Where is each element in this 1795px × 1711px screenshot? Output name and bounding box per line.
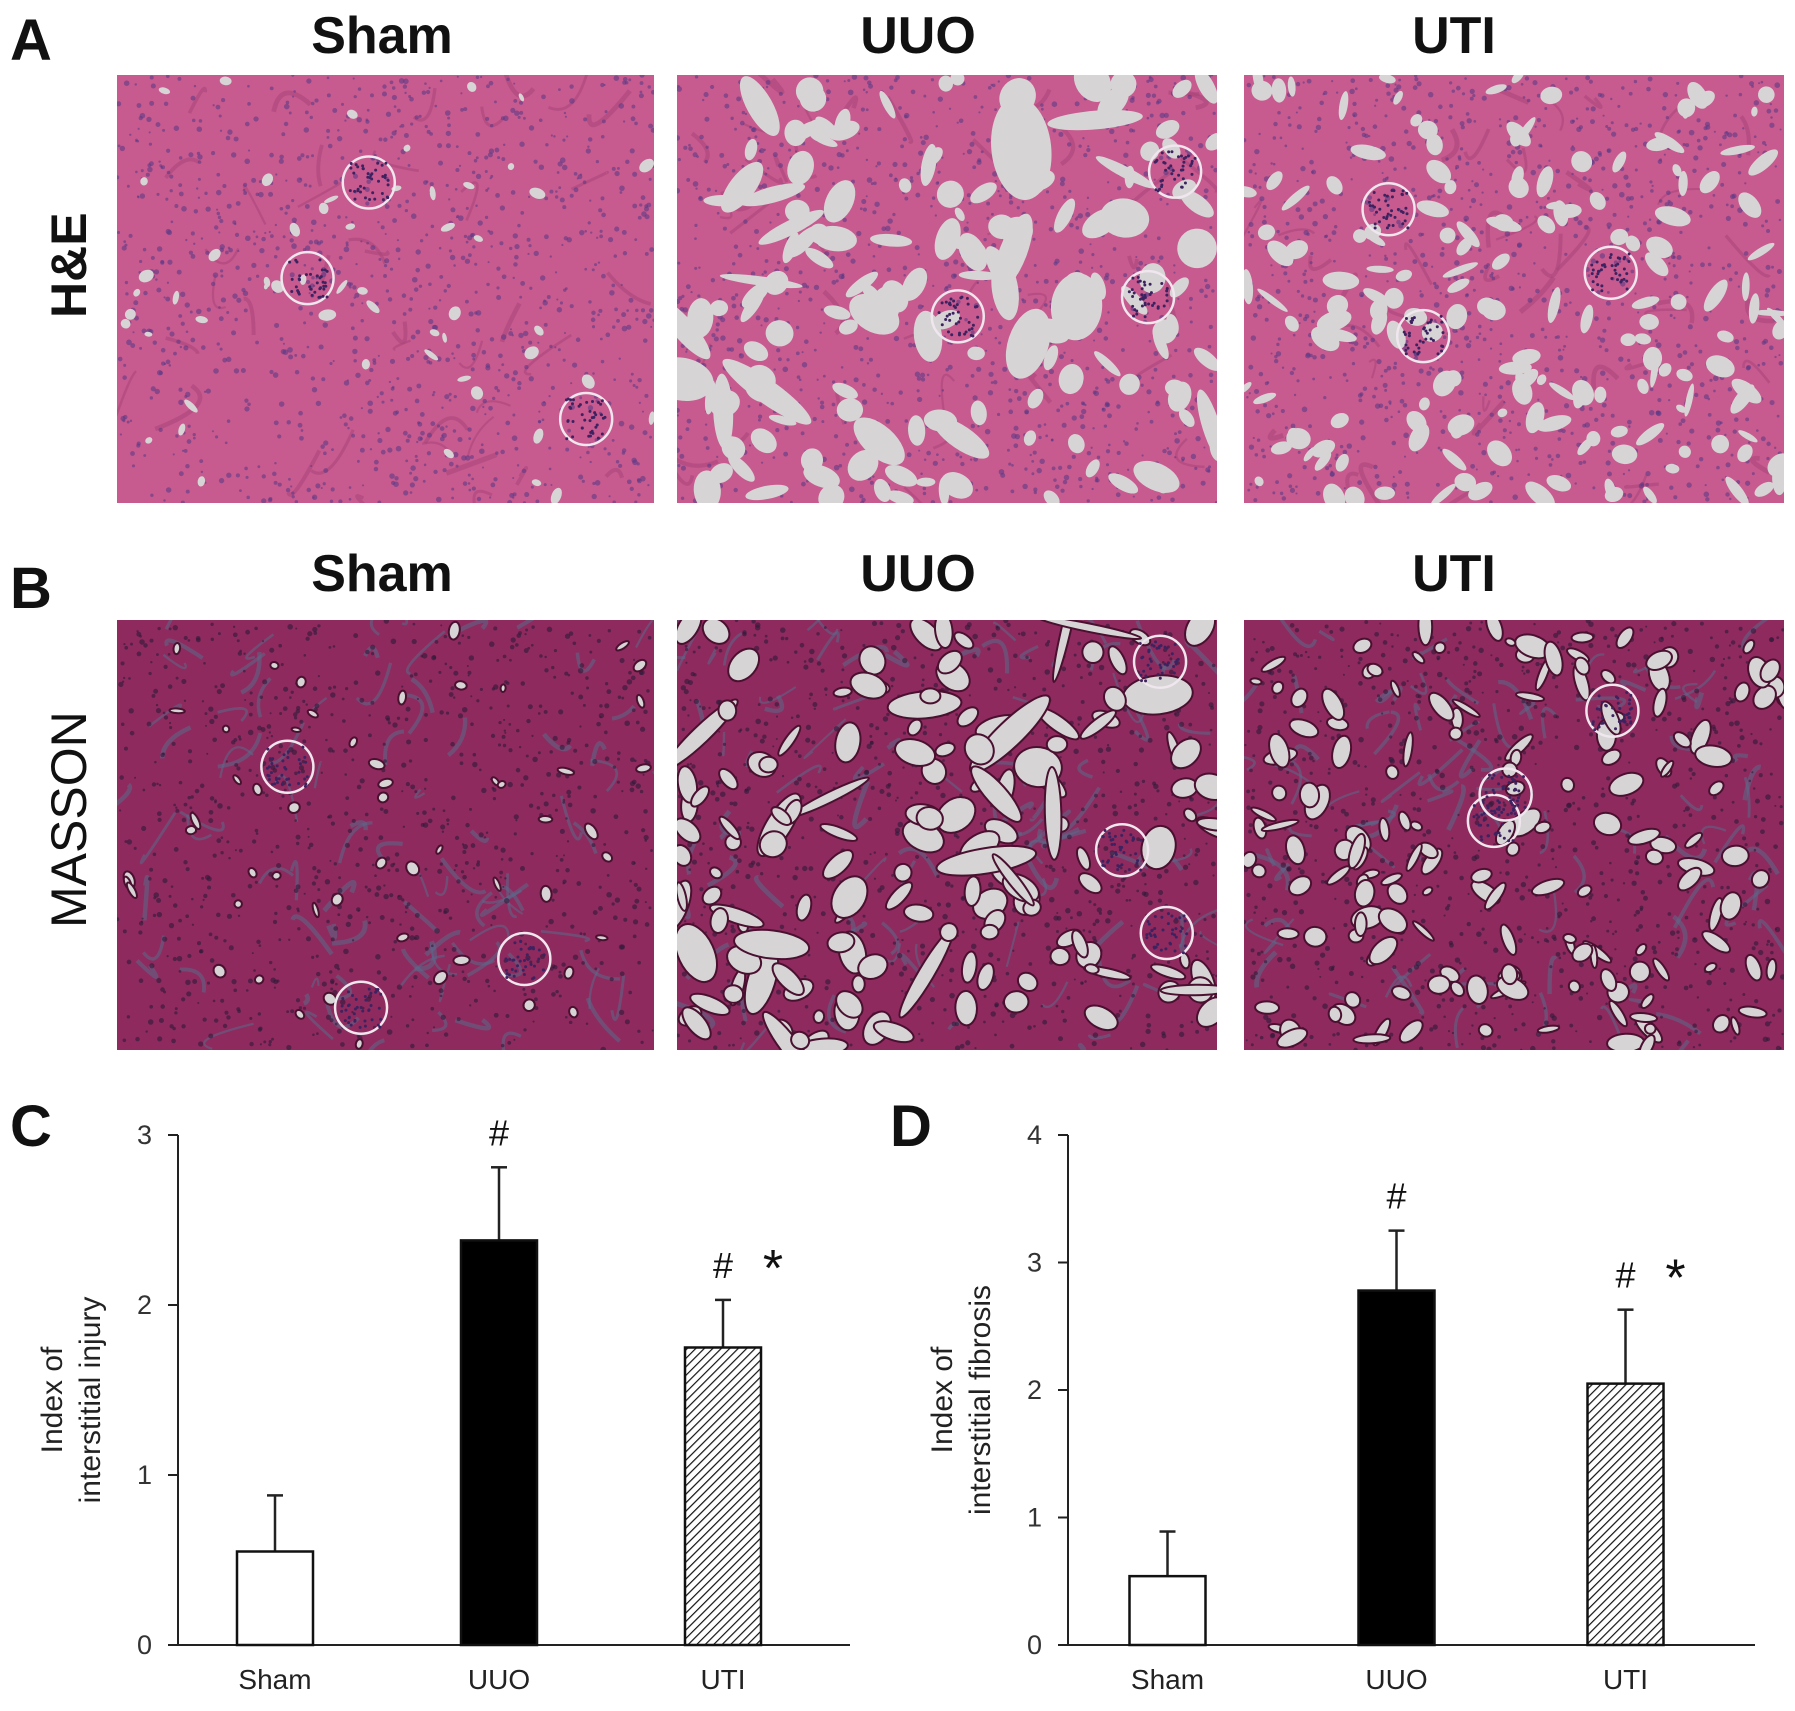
- bar-sham: [235, 1550, 315, 1647]
- panel-d-letter: D: [890, 1094, 932, 1159]
- significance-star: *: [763, 1240, 783, 1298]
- y-axis-label-line2: interstitial injury: [74, 1297, 107, 1504]
- masson-image-uuo: [677, 620, 1217, 1050]
- bar-uuo: [1357, 1289, 1436, 1647]
- significance-hash: #: [489, 1112, 509, 1153]
- masson-col-label-uuo: UUO: [860, 545, 976, 603]
- he-image-sham: [117, 75, 654, 503]
- y-tick-label: 2: [137, 1290, 152, 1320]
- x-tick-label: UUO: [1365, 1664, 1427, 1695]
- x-tick-label: UUO: [468, 1664, 530, 1695]
- y-tick-label: 1: [137, 1460, 152, 1490]
- panel-c-letter: C: [10, 1094, 52, 1159]
- y-tick-label: 0: [137, 1630, 152, 1660]
- significance-hash: #: [1615, 1255, 1635, 1296]
- he-image-uti: [1244, 75, 1784, 503]
- he-image-uuo: [677, 75, 1217, 503]
- bar-sham: [1128, 1574, 1207, 1647]
- masson-col-label-sham: Sham: [311, 545, 453, 603]
- x-tick-label: UTI: [1603, 1664, 1648, 1695]
- y-axis-label-line1: Index of: [926, 1346, 959, 1453]
- masson-image-sham: [117, 620, 654, 1050]
- significance-star: *: [1665, 1250, 1685, 1308]
- y-tick-label: 1: [1027, 1503, 1042, 1533]
- he-col-label-uti: UTI: [1412, 7, 1496, 65]
- x-tick-label: UTI: [700, 1664, 745, 1695]
- injury-index-chart: 0 1 2 3 Index of interstitial injury Sham UUO # U…: [0, 1110, 890, 1711]
- x-tick-label: Sham: [238, 1664, 311, 1695]
- he-col-label-sham: Sham: [311, 7, 453, 65]
- significance-hash: #: [1386, 1176, 1406, 1217]
- masson-row-label: MASSON: [41, 711, 97, 928]
- he-row-label: H&E: [41, 212, 97, 318]
- fibrosis-index-chart: 0 1 2 3 4 Index of interstitial fibrosis Sham UU…: [890, 1110, 1795, 1711]
- y-tick-label: 2: [1027, 1375, 1042, 1405]
- bar-uti: [1586, 1382, 1665, 1647]
- significance-hash: #: [713, 1245, 733, 1286]
- masson-image-uti: [1244, 620, 1784, 1050]
- y-axis-label-line2: interstitial fibrosis: [964, 1285, 997, 1515]
- bar-uuo: [459, 1239, 539, 1647]
- y-tick-label: 3: [1027, 1248, 1042, 1278]
- panel-a-letter: A: [10, 8, 52, 73]
- y-tick-label: 3: [137, 1120, 152, 1150]
- y-axis-label-line1: Index of: [36, 1346, 69, 1453]
- masson-col-label-uti: UTI: [1412, 545, 1496, 603]
- y-tick-label: 4: [1027, 1120, 1042, 1150]
- he-col-label-uuo: UUO: [860, 7, 976, 65]
- bar-uti: [683, 1346, 763, 1647]
- x-tick-label: Sham: [1131, 1664, 1204, 1695]
- panel-b-letter: B: [10, 556, 52, 621]
- y-tick-label: 0: [1027, 1630, 1042, 1660]
